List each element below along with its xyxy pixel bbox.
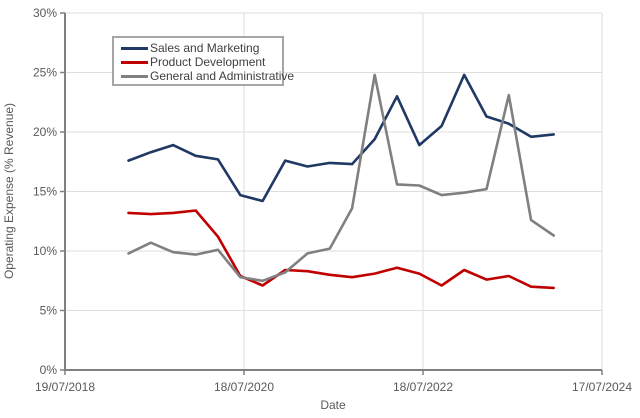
legend-line-general-and-administrative-icon xyxy=(121,74,148,78)
y-tick-label: 0% xyxy=(40,363,58,377)
legend-label-sales-and-marketing: Sales and Marketing xyxy=(150,41,260,55)
x-tick-label: 18/07/2020 xyxy=(214,380,274,394)
legend-line-sales-and-marketing-icon xyxy=(121,46,148,50)
series-line-sales-and-marketing xyxy=(127,73,556,203)
legend-item-sales-and-marketing: Sales and Marketing xyxy=(121,41,282,55)
legend-line-product-development-icon xyxy=(121,60,148,64)
x-axis-title: Date xyxy=(320,398,346,412)
plot-area: 0% 5% 10% 15% 20% 25% 30% 19/07/2018 18/07/2020 1… xyxy=(33,6,632,394)
legend-label-product-development: Product Development xyxy=(150,55,266,69)
series-line-product-development xyxy=(127,209,556,290)
y-tick-label: 5% xyxy=(40,304,58,318)
legend-label-general-and-administrative: General and Administrative xyxy=(150,69,295,83)
legend-item-product-development: Product Development xyxy=(121,55,282,69)
x-tick-label: 19/07/2018 xyxy=(35,380,95,394)
y-tick-label: 15% xyxy=(33,185,57,199)
y-tick-label: 20% xyxy=(33,125,57,139)
y-tick-label: 25% xyxy=(33,66,57,80)
series-line-general-and-administrative xyxy=(127,73,556,283)
legend: Sales and Marketing Product Development … xyxy=(112,36,294,86)
x-tick-label: 18/07/2022 xyxy=(393,380,453,394)
y-tick-label: 10% xyxy=(33,244,57,258)
legend-item-general-and-administrative: General and Administrative xyxy=(121,69,294,83)
y-axis-title: Operating Expense (% Revenue) xyxy=(2,103,16,279)
y-tick-label: 30% xyxy=(33,6,57,20)
x-tick-label: 17/07/2024 xyxy=(572,380,632,394)
